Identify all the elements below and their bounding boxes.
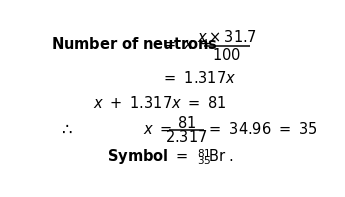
Text: $x \times 31.7$: $x \times 31.7$ [197, 29, 256, 45]
Text: $2.317$: $2.317$ [165, 129, 207, 145]
Text: $\mathrm{Br}\ .$: $\mathrm{Br}\ .$ [208, 148, 234, 164]
Text: $=\ x\ +$: $=\ x\ +$ [161, 37, 213, 52]
Text: $\mathbf{Symbol}\ =$: $\mathbf{Symbol}\ =$ [107, 147, 188, 166]
Text: $x\ +\ 1.317x\ =\ 81$: $x\ +\ 1.317x\ =\ 81$ [92, 95, 226, 111]
Text: $=\ 34.96\ =\ 35$: $=\ 34.96\ =\ 35$ [206, 121, 317, 137]
Text: $81$: $81$ [197, 147, 211, 159]
Text: $x\ =$: $x\ =$ [144, 122, 172, 137]
Text: $81$: $81$ [177, 115, 196, 131]
Text: $\mathbf{Number\ of\ neutrons}$: $\mathbf{Number\ of\ neutrons}$ [51, 36, 218, 52]
Text: $35$: $35$ [197, 154, 211, 166]
Text: $=\ 1.317x$: $=\ 1.317x$ [161, 70, 236, 86]
Text: $\therefore$: $\therefore$ [58, 120, 72, 138]
Text: $100$: $100$ [212, 47, 241, 63]
